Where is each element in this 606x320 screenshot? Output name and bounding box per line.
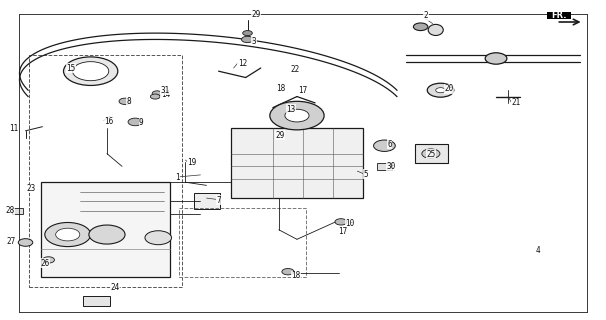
Text: 16: 16 [104, 117, 113, 126]
Text: 25: 25 [426, 150, 435, 159]
Text: 9: 9 [139, 118, 144, 127]
Ellipse shape [428, 24, 443, 36]
Text: 1: 1 [175, 173, 180, 182]
Text: 31: 31 [160, 86, 169, 95]
Circle shape [373, 140, 395, 151]
Text: 22: 22 [291, 65, 300, 74]
Text: 10: 10 [345, 219, 355, 228]
FancyBboxPatch shape [12, 208, 23, 214]
Text: 14: 14 [161, 90, 170, 99]
Text: 6: 6 [387, 140, 392, 148]
Circle shape [150, 94, 160, 99]
Text: 28: 28 [5, 206, 15, 215]
Circle shape [335, 219, 347, 225]
Circle shape [270, 101, 324, 130]
Text: 30: 30 [386, 162, 396, 171]
Text: 18: 18 [276, 84, 285, 93]
Text: 7: 7 [216, 196, 221, 205]
Circle shape [145, 231, 171, 245]
Text: 15: 15 [66, 63, 75, 73]
Circle shape [18, 239, 33, 246]
Circle shape [241, 36, 253, 43]
FancyBboxPatch shape [41, 182, 170, 277]
Text: 13: 13 [286, 105, 295, 114]
FancyBboxPatch shape [376, 163, 391, 170]
Circle shape [73, 62, 108, 81]
Circle shape [485, 53, 507, 64]
Circle shape [413, 23, 428, 31]
FancyBboxPatch shape [83, 296, 110, 306]
FancyBboxPatch shape [415, 144, 448, 163]
Text: 3: 3 [251, 36, 256, 45]
Text: 19: 19 [187, 158, 196, 167]
Text: 21: 21 [511, 99, 521, 108]
Text: 18: 18 [291, 271, 300, 280]
Circle shape [152, 91, 162, 96]
Circle shape [282, 268, 294, 275]
Text: 20: 20 [445, 84, 454, 93]
Text: 29: 29 [251, 10, 261, 19]
Text: 17: 17 [338, 227, 347, 236]
Circle shape [436, 88, 445, 93]
FancyBboxPatch shape [231, 128, 364, 198]
Text: 12: 12 [238, 60, 247, 68]
Text: 4: 4 [535, 246, 540, 255]
FancyBboxPatch shape [195, 193, 220, 209]
Circle shape [422, 149, 440, 158]
Text: 29: 29 [276, 131, 285, 140]
Text: 24: 24 [110, 283, 119, 292]
FancyBboxPatch shape [547, 12, 571, 19]
Text: 17: 17 [298, 86, 307, 95]
Circle shape [119, 98, 131, 105]
Circle shape [42, 257, 55, 263]
Text: 5: 5 [364, 170, 368, 179]
Circle shape [89, 225, 125, 244]
Circle shape [285, 109, 309, 122]
Circle shape [45, 222, 91, 247]
Circle shape [56, 228, 80, 241]
Circle shape [128, 118, 142, 126]
Circle shape [64, 57, 118, 85]
Text: FR.: FR. [551, 11, 567, 20]
Text: 23: 23 [27, 184, 36, 193]
Circle shape [427, 83, 454, 97]
Text: 27: 27 [6, 237, 16, 246]
Text: 2: 2 [424, 11, 428, 20]
Text: 8: 8 [127, 97, 132, 106]
Text: 11: 11 [8, 124, 18, 133]
Text: 26: 26 [41, 259, 50, 268]
Circle shape [242, 31, 252, 36]
